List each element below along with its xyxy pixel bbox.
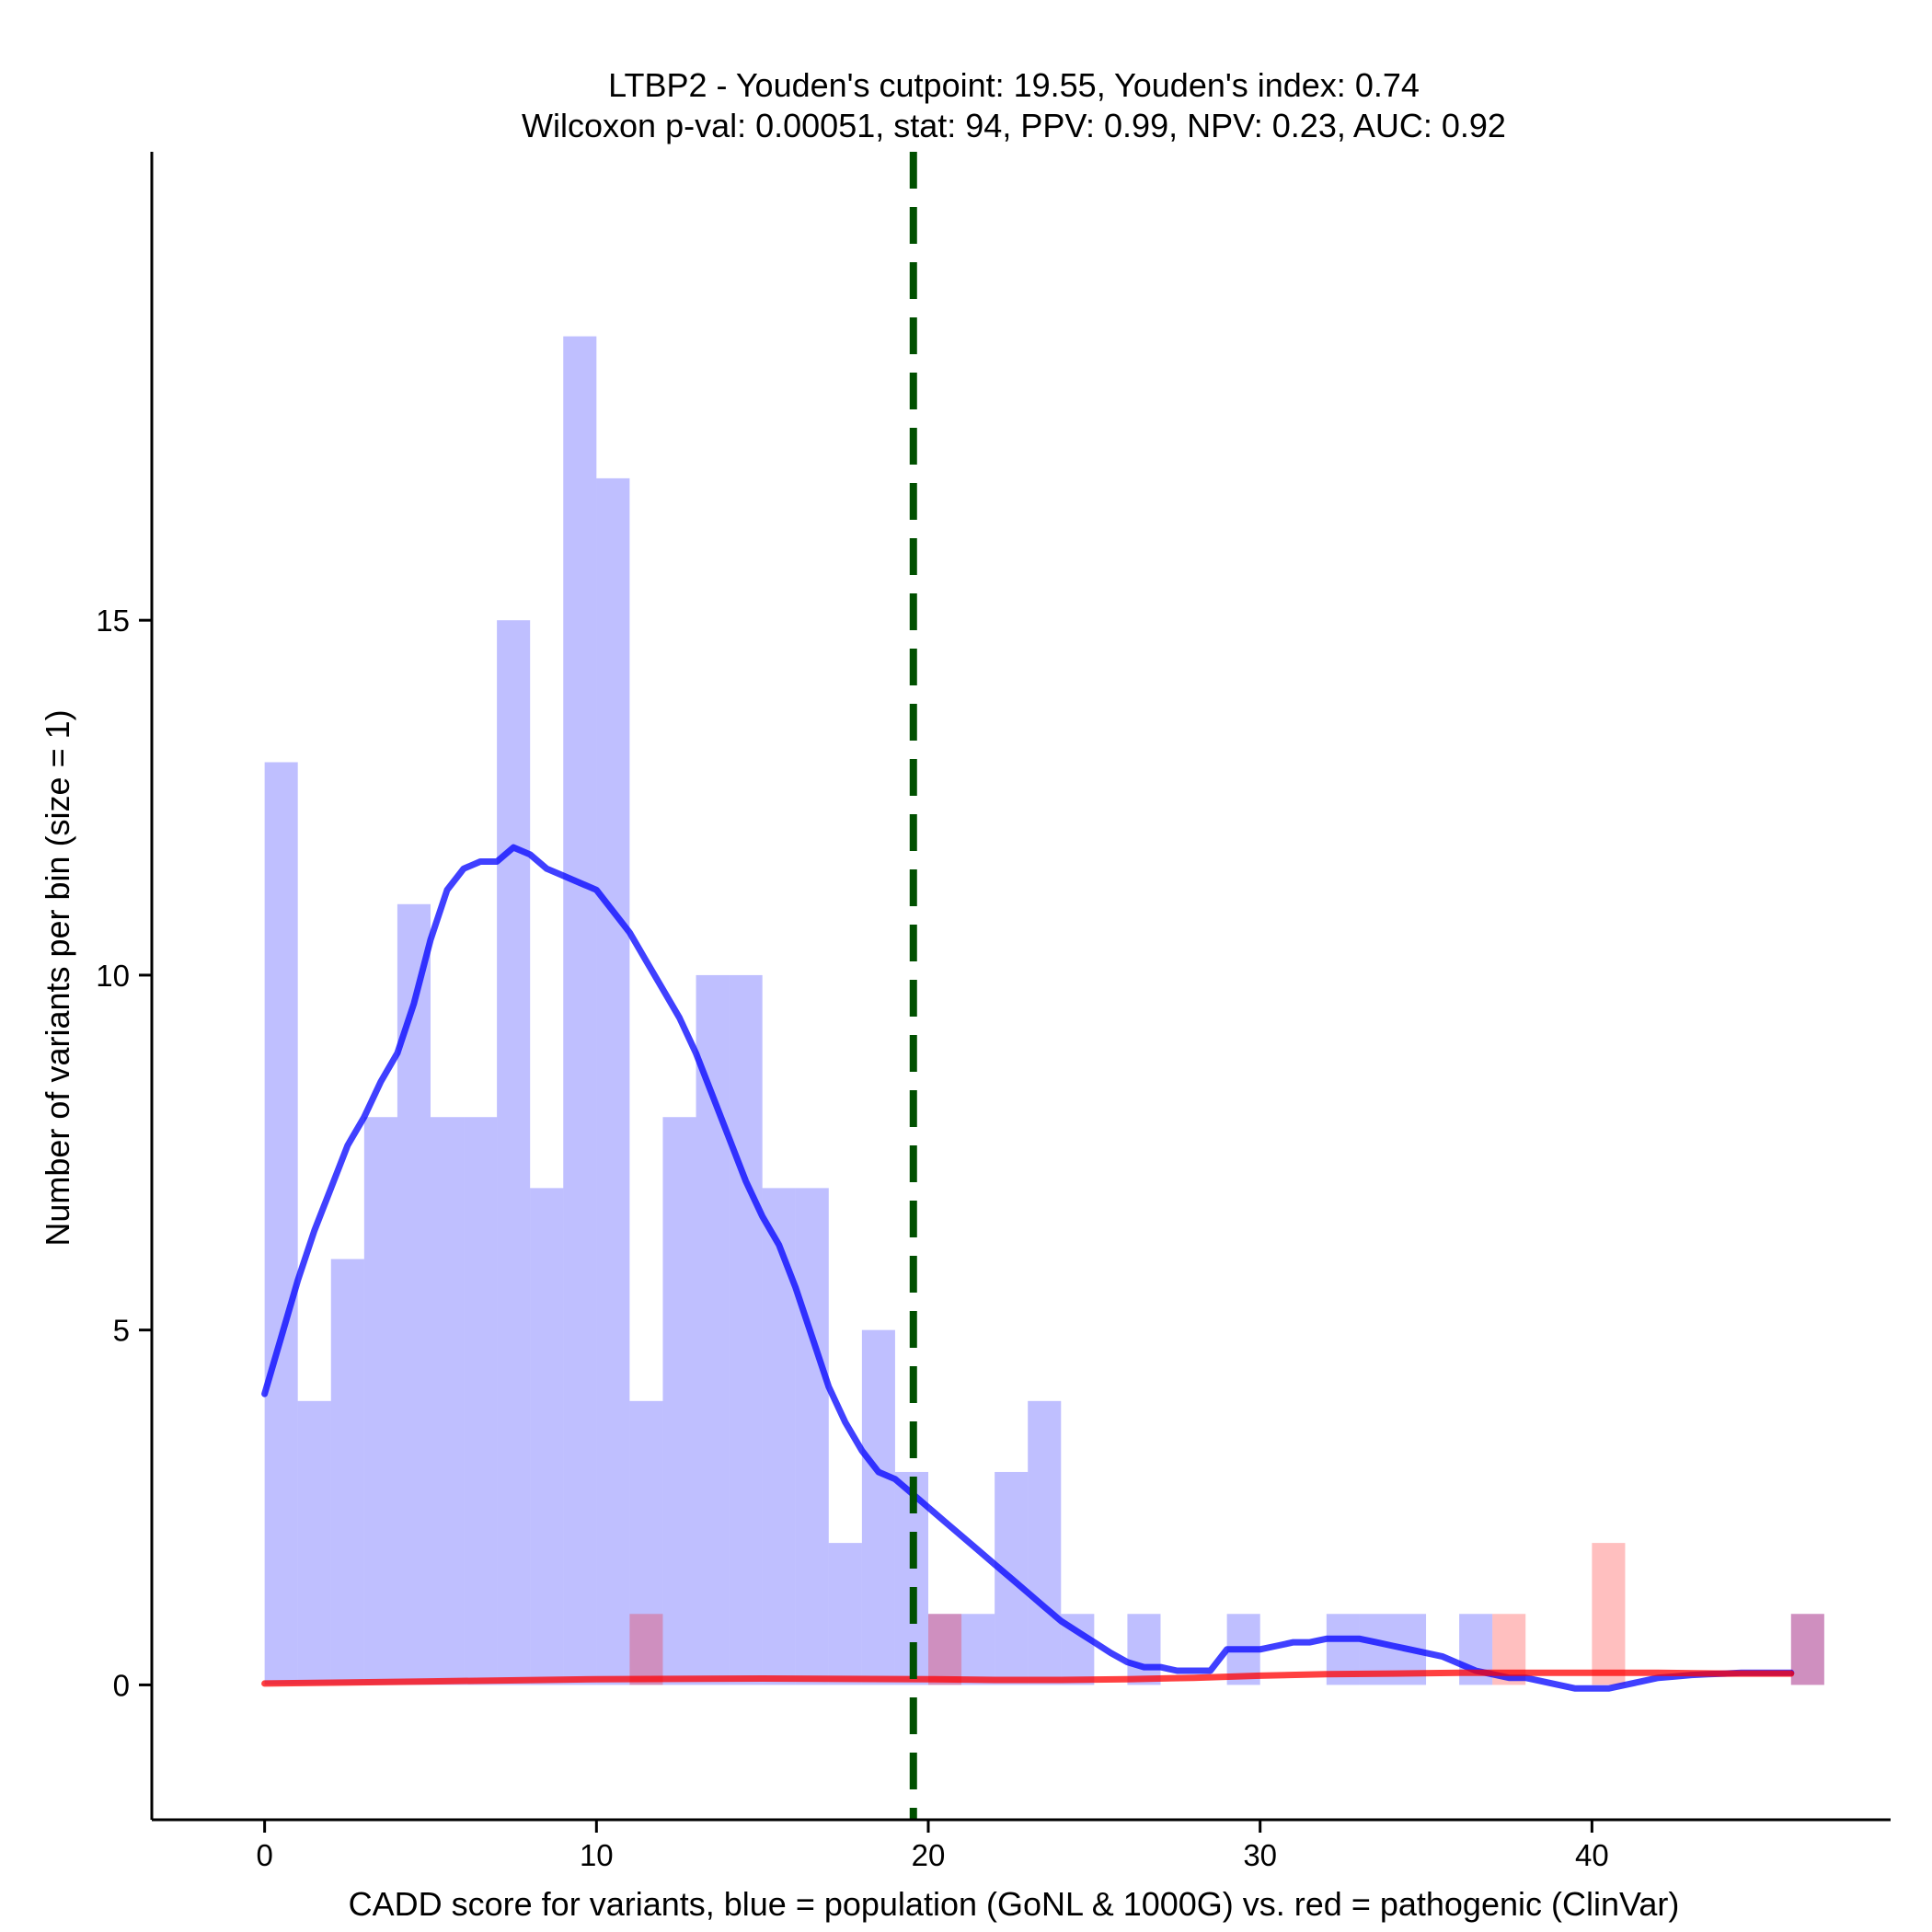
histogram-bar-s0-9 [563, 336, 597, 1685]
histogram-bar-s0-6 [464, 1117, 498, 1685]
histogram-bar-s0-7 [497, 620, 531, 1685]
histogram-bar-s0-0 [264, 762, 298, 1685]
histogram-bar-s0-23 [1028, 1400, 1062, 1685]
histogram-bar-s0-46 [1790, 1614, 1824, 1685]
y-tick-label-0: 0 [113, 1668, 130, 1702]
histogram-bar-s1-46 [1790, 1614, 1824, 1685]
y-tick-label-5: 5 [113, 1314, 130, 1348]
chart-title-line2: Wilcoxon p-val: 0.00051, stat: 94, PPV: … [522, 107, 1506, 144]
histogram-bar-s0-21 [961, 1614, 995, 1685]
x-tick-label-40: 40 [1575, 1838, 1609, 1872]
bars-layer [264, 336, 1824, 1685]
histogram-bar-s0-18 [861, 1329, 895, 1685]
histogram-bar-s0-26 [1127, 1614, 1161, 1685]
x-axis-label: CADD score for variants, blue = populati… [349, 1885, 1680, 1923]
histogram-bar-s0-17 [828, 1543, 862, 1685]
histogram-bar-s0-8 [530, 1188, 564, 1685]
chart-title-line1: LTBP2 - Youden's cutpoint: 19.55, Youden… [608, 66, 1420, 104]
y-axis-label: Number of variants per bin (size = 1) [39, 709, 76, 1246]
histogram-bar-s0-12 [662, 1117, 696, 1685]
histogram-bar-s0-3 [363, 1117, 397, 1685]
histogram-bar-s0-13 [696, 974, 730, 1685]
x-tick-label-30: 30 [1243, 1838, 1277, 1872]
y-tick-label-15: 15 [96, 604, 130, 638]
histogram-bar-s1-11 [629, 1614, 663, 1685]
histogram-bar-s0-11 [629, 1400, 663, 1685]
histogram-bar-s1-40 [1592, 1543, 1626, 1685]
x-tick-label-10: 10 [580, 1838, 614, 1872]
histogram-bar-s0-2 [330, 1259, 364, 1685]
axis-ticks-layer: 0 10 20 30 40 0 5 10 15 [96, 604, 1608, 1872]
x-tick-label-0: 0 [256, 1838, 272, 1872]
density-curves-layer [261, 844, 1795, 1692]
density-curve-s1 [261, 1669, 1795, 1687]
y-tick-label-10: 10 [96, 959, 130, 993]
histogram-bar-s0-16 [795, 1188, 829, 1685]
histogram-bar-s0-5 [430, 1117, 465, 1685]
histogram-bar-s1-20 [928, 1614, 962, 1685]
histogram-bar-s0-14 [729, 974, 763, 1685]
x-tick-label-20: 20 [912, 1838, 946, 1872]
histogram-bar-s0-1 [297, 1400, 331, 1685]
histogram-bar-s0-20 [928, 1614, 962, 1685]
histogram-bar-s0-10 [596, 477, 630, 1685]
density-curve-s0 [261, 844, 1795, 1692]
histogram-bar-s0-15 [762, 1188, 796, 1685]
histogram-bar-s0-4 [397, 903, 431, 1685]
